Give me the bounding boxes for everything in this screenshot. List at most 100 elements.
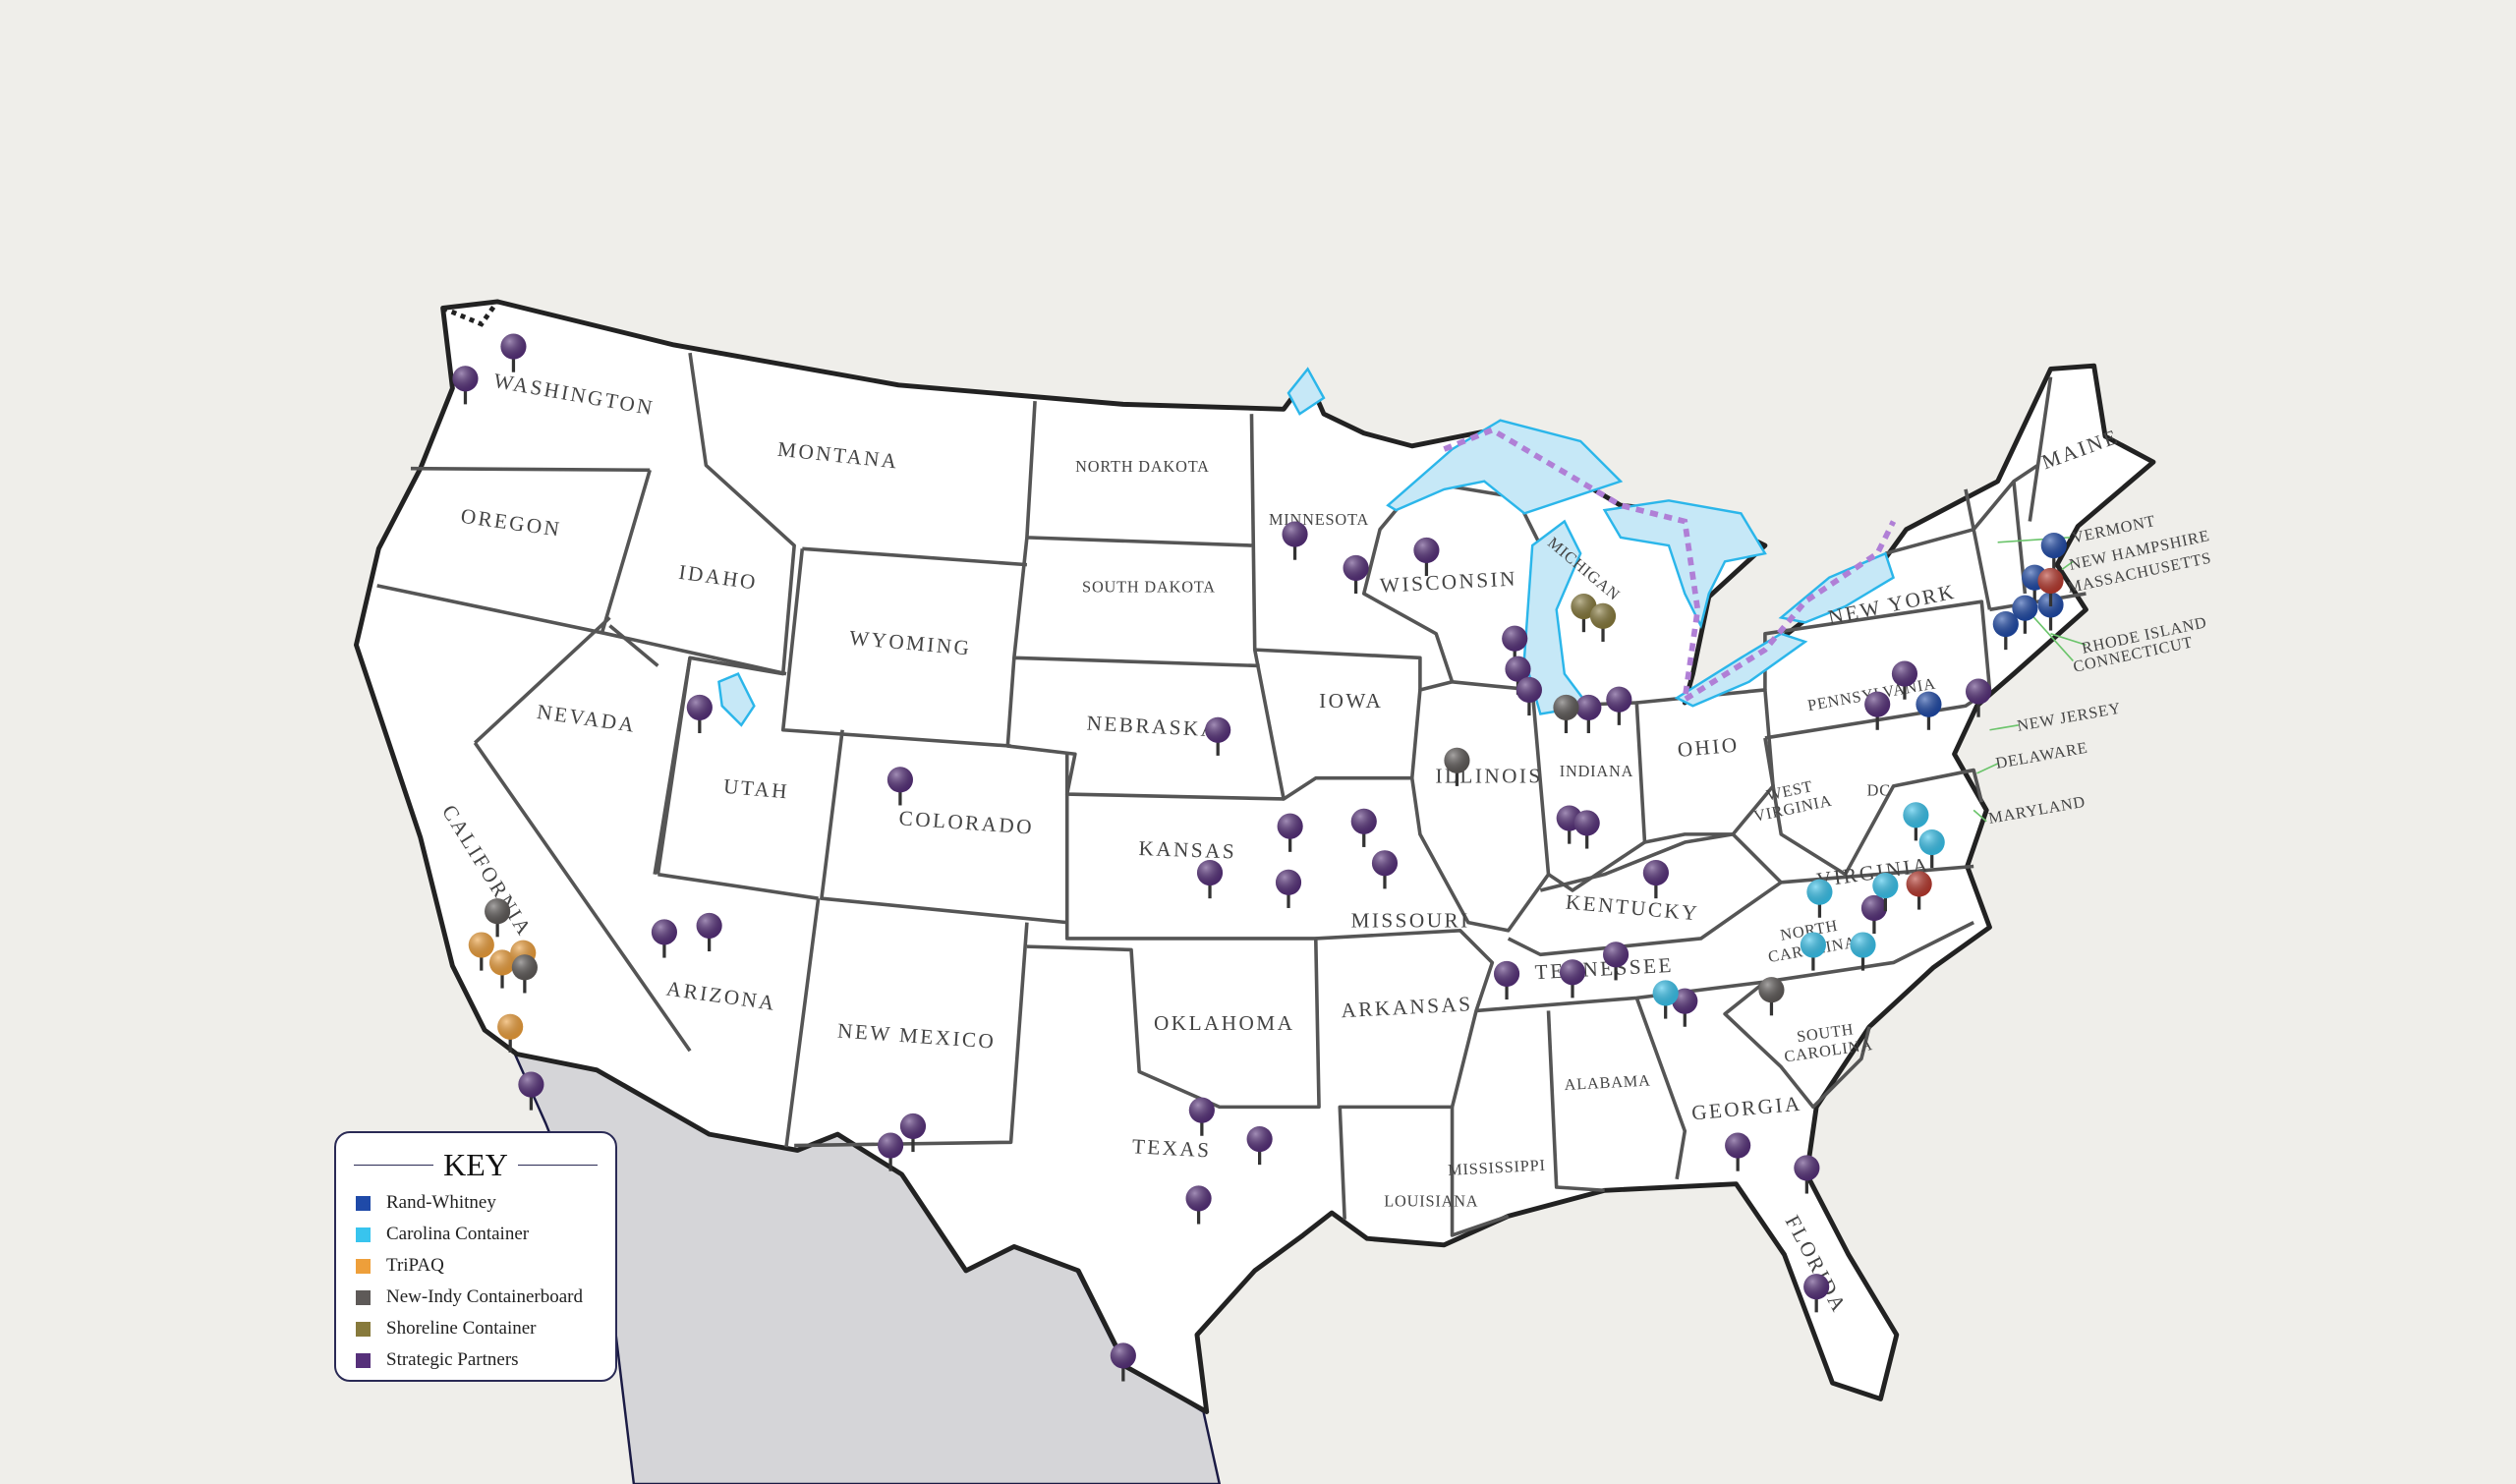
pin-shine: [1350, 808, 1377, 834]
pin-shine: [1803, 1274, 1830, 1300]
pin-rand-whitney[interactable]: [1992, 610, 2019, 651]
pin-carolina-container[interactable]: [1903, 802, 1929, 841]
pin-shine: [518, 1071, 544, 1098]
key-label: Carolina Container: [386, 1224, 530, 1244]
pin-strategic-partners[interactable]: [1606, 686, 1632, 725]
pin-shine: [1575, 694, 1602, 720]
pin-strategic-partners[interactable]: [1803, 1274, 1830, 1313]
pin-shine: [1966, 678, 1992, 705]
pin-strategic-partners[interactable]: [518, 1071, 544, 1111]
pin-rand-whitney[interactable]: [2040, 532, 2067, 572]
pin-strategic-partners[interactable]: [696, 912, 722, 952]
pin-new-indy-containerboard[interactable]: [1444, 747, 1470, 786]
pin-shine: [1725, 1132, 1751, 1159]
leader-line: [2061, 560, 2074, 571]
pin-shine: [1494, 960, 1520, 987]
state-label: INDIANA: [1560, 762, 1633, 780]
pin-strategic-partners[interactable]: [1282, 521, 1308, 560]
key-swatch: [356, 1321, 371, 1337]
pin-rand-whitney[interactable]: [2012, 595, 2038, 634]
pin-unlisted[interactable]: [1906, 871, 1932, 910]
pin-carolina-container[interactable]: [1850, 932, 1876, 971]
pin-shine: [1806, 879, 1833, 905]
pin-shine: [1860, 894, 1887, 922]
state-label: TEXAS: [1131, 1134, 1212, 1162]
leader-line: [1976, 763, 1998, 774]
pin-shine: [2037, 567, 2064, 594]
pin-strategic-partners[interactable]: [1725, 1132, 1751, 1171]
pin-strategic-partners[interactable]: [1343, 554, 1369, 594]
pin-strategic-partners[interactable]: [1413, 537, 1440, 577]
pin-tripaq[interactable]: [488, 949, 516, 989]
pin-strategic-partners[interactable]: [1672, 988, 1698, 1027]
pin-strategic-partners[interactable]: [1205, 716, 1231, 756]
pin-shine: [1891, 660, 1918, 687]
pin-strategic-partners[interactable]: [1188, 1097, 1215, 1136]
key-item: Carolina Container: [354, 1219, 598, 1250]
pin-shine: [1758, 977, 1785, 1003]
state-label: OKLAHOMA: [1154, 1011, 1294, 1035]
pin-strategic-partners[interactable]: [1515, 676, 1542, 716]
leader-line: [2050, 633, 2087, 647]
state-label: KANSAS: [1138, 836, 1236, 863]
pin-strategic-partners[interactable]: [899, 1113, 927, 1153]
pin-new-indy-containerboard[interactable]: [485, 898, 511, 938]
pin-shoreline-container[interactable]: [1589, 602, 1617, 642]
state-label: DELAWARE: [1994, 738, 2089, 772]
pin-strategic-partners[interactable]: [500, 333, 527, 372]
pin-strategic-partners[interactable]: [1350, 808, 1377, 847]
pin-strategic-partners[interactable]: [651, 919, 677, 958]
pin-strategic-partners[interactable]: [686, 694, 713, 734]
pin-strategic-partners[interactable]: [452, 366, 479, 405]
pin-strategic-partners[interactable]: [886, 767, 913, 806]
leader-line: [2029, 612, 2074, 662]
pin-tripaq[interactable]: [497, 1013, 524, 1053]
pin-rand-whitney[interactable]: [1916, 691, 1942, 730]
pin-strategic-partners[interactable]: [1275, 869, 1302, 908]
pin-strategic-partners[interactable]: [1891, 660, 1918, 700]
state-label: DC: [1867, 781, 1891, 800]
pin-shine: [1571, 594, 1597, 620]
pin-strategic-partners[interactable]: [1794, 1155, 1820, 1194]
pin-carolina-container[interactable]: [1918, 828, 1945, 869]
pin-shine: [1916, 691, 1942, 717]
pin-strategic-partners[interactable]: [1371, 850, 1399, 889]
pin-strategic-partners[interactable]: [1860, 894, 1887, 935]
pin-unlisted[interactable]: [2037, 567, 2064, 607]
pin-carolina-container[interactable]: [1806, 879, 1833, 918]
leader-line: [1973, 809, 1987, 823]
pin-shine: [1343, 554, 1369, 581]
pin-strategic-partners[interactable]: [1864, 691, 1891, 730]
pin-new-indy-containerboard[interactable]: [1758, 977, 1785, 1016]
pin-strategic-partners[interactable]: [1494, 960, 1520, 1000]
pin-new-indy-containerboard[interactable]: [511, 954, 538, 994]
pin-strategic-partners[interactable]: [1642, 859, 1669, 899]
state-label: MARYLAND: [1987, 792, 2087, 828]
pin-tripaq[interactable]: [468, 932, 494, 971]
pin-strategic-partners[interactable]: [878, 1132, 904, 1171]
pin-strategic-partners[interactable]: [1110, 1342, 1136, 1382]
pin-shine: [1188, 1097, 1215, 1123]
pin-strategic-partners[interactable]: [1246, 1125, 1273, 1166]
pin-shoreline-container[interactable]: [1571, 594, 1597, 633]
pin-strategic-partners[interactable]: [1966, 678, 1992, 717]
pin-shine: [1903, 802, 1929, 828]
pin-shine: [468, 932, 494, 958]
pin-shine: [1505, 656, 1531, 682]
pin-strategic-partners[interactable]: [1277, 813, 1303, 852]
pin-strategic-partners[interactable]: [1559, 959, 1586, 999]
pin-strategic-partners[interactable]: [1573, 810, 1600, 849]
pin-strategic-partners[interactable]: [1196, 859, 1224, 899]
pin-strategic-partners[interactable]: [1603, 942, 1630, 981]
pin-shine: [485, 898, 511, 925]
pin-strategic-partners[interactable]: [1185, 1185, 1212, 1225]
pin-new-indy-containerboard[interactable]: [1553, 694, 1579, 734]
pin-shine: [497, 1013, 524, 1040]
pin-carolina-container[interactable]: [1872, 873, 1899, 912]
pin-shine: [1277, 813, 1303, 839]
pin-strategic-partners[interactable]: [1505, 656, 1531, 695]
key-swatch: [356, 1195, 371, 1211]
pin-carolina-container[interactable]: [1800, 932, 1826, 971]
pin-carolina-container[interactable]: [1652, 980, 1679, 1019]
pin-strategic-partners[interactable]: [1575, 694, 1602, 734]
